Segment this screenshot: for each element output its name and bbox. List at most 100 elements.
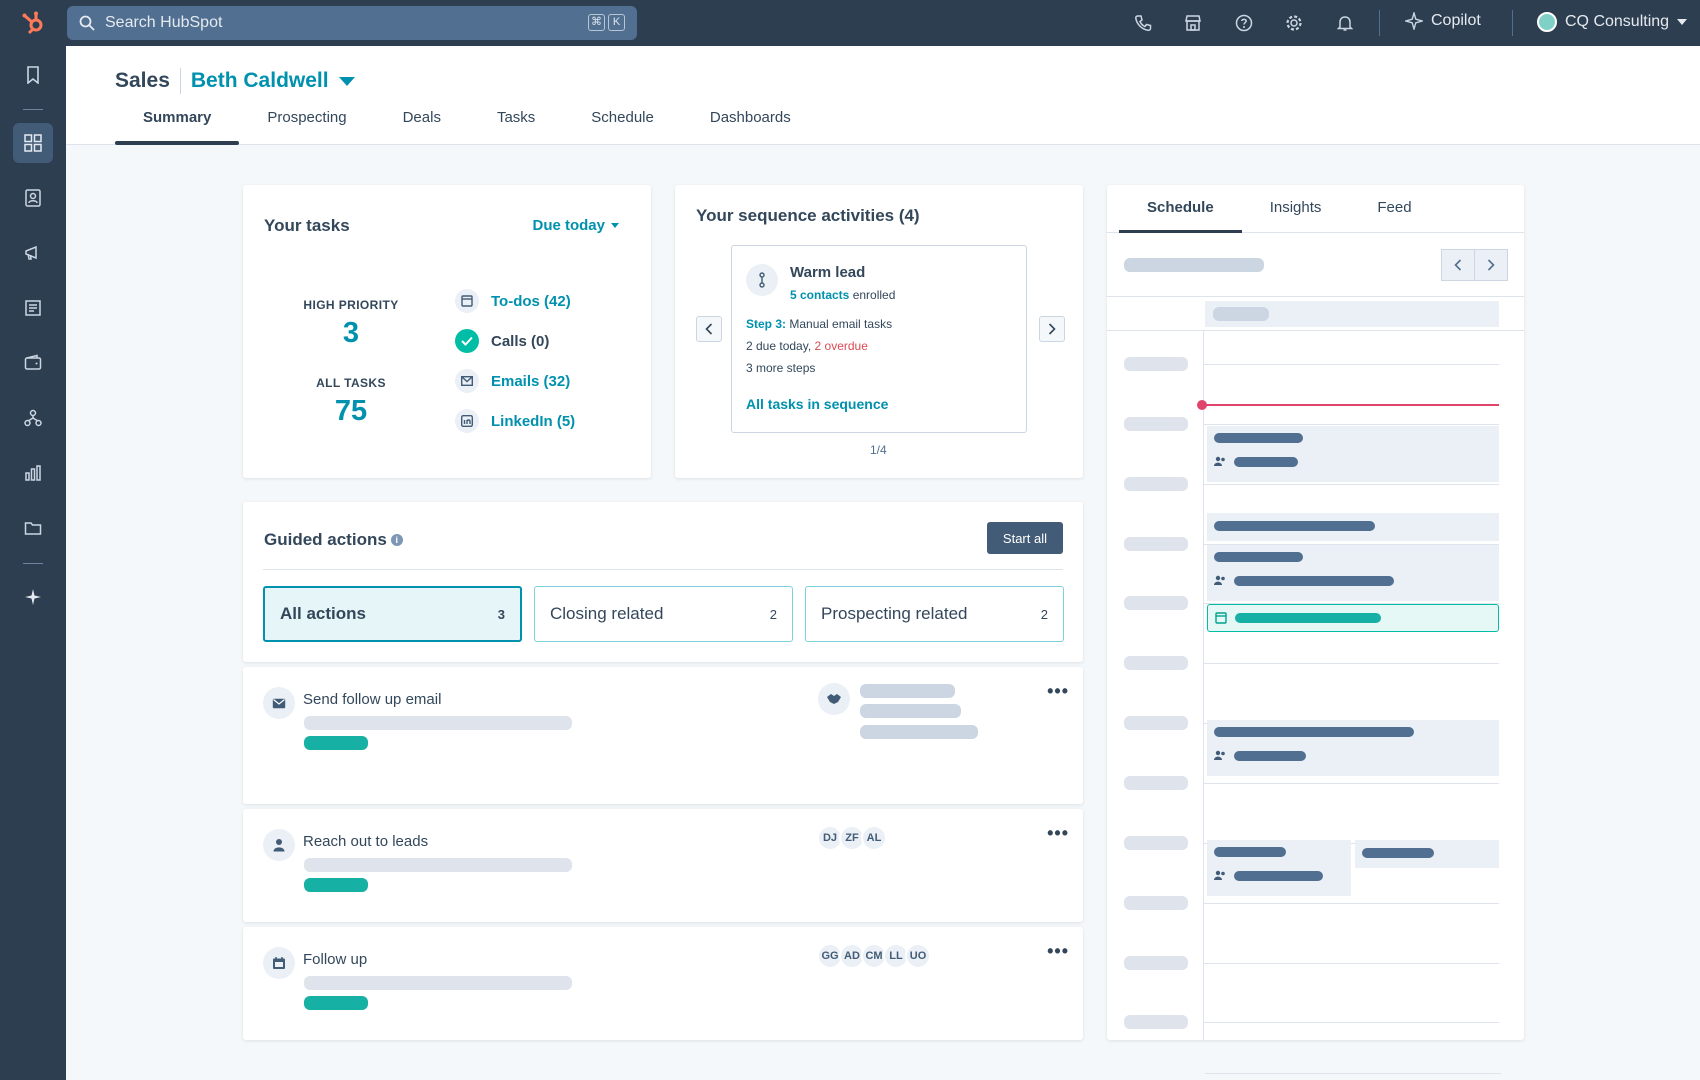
placeholder-bar — [1214, 552, 1303, 562]
task-row-calls[interactable]: Calls (0) — [455, 329, 549, 353]
help-icon[interactable] — [1233, 12, 1255, 34]
filter-all-actions[interactable]: All actions 3 — [263, 586, 522, 642]
sequence-icon — [746, 264, 778, 296]
avatar[interactable]: ZF — [839, 825, 865, 851]
calendar-task-event[interactable] — [1207, 604, 1499, 632]
avatar[interactable]: UO — [905, 943, 931, 969]
content-icon[interactable] — [13, 288, 53, 328]
tab-prospecting[interactable]: Prospecting — [267, 109, 347, 126]
sequence-title: Your sequence activities (4) — [696, 206, 920, 225]
placeholder-bar — [1234, 751, 1306, 761]
hubspot-logo-icon[interactable] — [0, 0, 66, 46]
sequence-name: Warm lead — [790, 264, 866, 281]
tab-tasks[interactable]: Tasks — [496, 109, 536, 126]
contacts-link[interactable]: 5 contacts — [790, 288, 850, 302]
dashboard-grid-icon[interactable] — [13, 123, 53, 163]
sequence-step: Step 3: Manual email tasks — [746, 317, 892, 331]
action-card-send-follow-up-email[interactable]: Send follow up email ••• — [243, 667, 1083, 804]
placeholder-tag — [304, 878, 368, 892]
calendar-event[interactable] — [1207, 545, 1499, 601]
task-icon — [1215, 612, 1227, 624]
marketing-megaphone-icon[interactable] — [13, 233, 53, 273]
high-priority-count[interactable]: 3 — [342, 317, 360, 349]
calendar-event[interactable] — [1355, 840, 1499, 868]
search-input[interactable]: Search HubSpot ⌘ K — [67, 6, 637, 40]
calendar-icon — [263, 947, 295, 979]
calendar-event[interactable] — [1207, 426, 1499, 482]
tab-summary[interactable]: Summary — [115, 103, 240, 145]
bookmarks-icon[interactable] — [13, 55, 53, 95]
due-text: 2 due today, — [746, 339, 812, 353]
ai-sparkle-icon[interactable] — [13, 577, 53, 617]
breadcrumb-separator — [179, 68, 181, 94]
caret-down-icon[interactable] — [338, 76, 355, 86]
service-network-icon[interactable] — [13, 398, 53, 438]
sequence-next-button[interactable] — [1039, 316, 1065, 342]
calendar-event[interactable] — [1207, 513, 1499, 541]
start-all-button[interactable]: Start all — [986, 522, 1063, 554]
marketplace-icon[interactable] — [1182, 12, 1204, 34]
tab-dashboards[interactable]: Dashboards — [709, 109, 791, 126]
filter-closing-related[interactable]: Closing related 2 — [534, 586, 793, 642]
tab-insights[interactable]: Insights — [1269, 199, 1322, 216]
sparkle-icon — [1405, 12, 1423, 30]
filter-prospecting-related[interactable]: Prospecting related 2 — [805, 586, 1064, 642]
library-folder-icon[interactable] — [13, 508, 53, 548]
current-time-dot — [1197, 400, 1207, 410]
sequence-prev-button[interactable] — [696, 316, 722, 342]
filter-count: 2 — [769, 606, 777, 622]
account-avatar — [1537, 12, 1557, 32]
tab-feed[interactable]: Feed — [1377, 199, 1412, 216]
action-card-follow-up[interactable]: Follow up GG AD CM LL UO ••• — [243, 927, 1083, 1040]
more-options-icon[interactable]: ••• — [1047, 941, 1069, 961]
sidebar-divider — [23, 563, 43, 564]
contacts-icon[interactable] — [13, 178, 53, 218]
avatar[interactable]: AL — [861, 825, 887, 851]
calendar-event[interactable] — [1207, 720, 1499, 776]
notifications-bell-icon[interactable] — [1334, 12, 1356, 34]
task-row-linkedin[interactable]: LinkedIn (5) — [455, 409, 575, 433]
assignee-avatars: DJ ZF AL — [817, 825, 887, 851]
reporting-bar-chart-icon[interactable] — [13, 453, 53, 493]
email-icon — [263, 687, 295, 719]
commerce-wallet-icon[interactable] — [13, 343, 53, 383]
grid-line — [1204, 1022, 1499, 1023]
tab-deals[interactable]: Deals — [402, 109, 441, 126]
schedule-next-button[interactable] — [1474, 249, 1508, 281]
copilot-button[interactable]: Copilot — [1405, 12, 1481, 30]
page-header: Sales Beth Caldwell Summary Prospecting … — [66, 46, 1700, 145]
grid-line — [1204, 843, 1499, 844]
grid-line — [1107, 296, 1524, 297]
settings-gear-icon[interactable] — [1283, 12, 1305, 34]
action-card-reach-out-to-leads[interactable]: Reach out to leads DJ ZF AL ••• — [243, 809, 1083, 922]
filter-label: Closing related — [550, 604, 664, 623]
avatar[interactable]: LL — [883, 943, 909, 969]
account-menu[interactable]: CQ Consulting — [1537, 12, 1688, 32]
more-options-icon[interactable]: ••• — [1047, 681, 1069, 701]
task-row-emails[interactable]: Emails (32) — [455, 369, 570, 393]
placeholder-bar — [860, 725, 978, 739]
linkedin-icon — [455, 409, 479, 433]
tab-schedule[interactable]: Schedule — [591, 109, 654, 126]
all-tasks-count[interactable]: 75 — [334, 395, 368, 427]
grid-line — [1204, 963, 1499, 964]
placeholder-bar — [304, 858, 572, 872]
avatar[interactable]: AD — [839, 943, 865, 969]
sequence-enrolled: 5 contacts enrolled — [790, 288, 895, 302]
phone-icon[interactable] — [1132, 12, 1154, 34]
guided-actions-title: Guided actions i — [264, 530, 403, 550]
info-icon[interactable]: i — [390, 534, 403, 546]
more-options-icon[interactable]: ••• — [1047, 823, 1069, 843]
owner-selector[interactable]: Beth Caldwell — [190, 69, 329, 92]
email-icon — [455, 369, 479, 393]
schedule-prev-button[interactable] — [1441, 249, 1475, 281]
calendar-event[interactable] — [1207, 840, 1351, 896]
emails-link: Emails (32) — [491, 372, 571, 390]
todo-icon — [455, 289, 479, 313]
task-row-todos[interactable]: To-dos (42) — [455, 289, 571, 313]
due-filter-dropdown[interactable]: Due today — [532, 217, 619, 234]
all-tasks-in-sequence-link[interactable]: All tasks in sequence — [746, 396, 889, 412]
tab-schedule-panel[interactable]: Schedule — [1119, 185, 1242, 233]
placeholder-bar — [1214, 433, 1303, 443]
grid-line — [1204, 603, 1499, 604]
